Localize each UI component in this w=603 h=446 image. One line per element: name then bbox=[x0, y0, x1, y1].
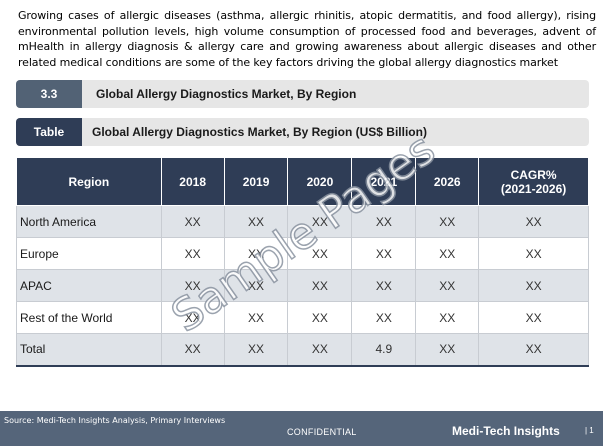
table-cell: XX bbox=[478, 205, 589, 238]
table-cell: XX bbox=[287, 237, 353, 270]
table-cell: XX bbox=[160, 333, 225, 367]
table-cell: XX bbox=[223, 301, 289, 334]
table-cell: XX bbox=[223, 333, 289, 367]
table-row: APAC XX XX XX XX XX XX bbox=[16, 269, 589, 302]
footer: Source: Medi-Tech Insights Analysis, Pri… bbox=[0, 411, 603, 446]
row-label: Total bbox=[16, 333, 162, 367]
footer-confidential: CONFIDENTIAL bbox=[287, 427, 357, 437]
footer-brand: Medi-Tech Insights bbox=[452, 424, 560, 438]
intro-paragraph: Growing cases of allergic diseases (asth… bbox=[18, 9, 596, 69]
row-label: North America bbox=[16, 205, 162, 238]
page-number: | 1 bbox=[585, 426, 594, 435]
table-row: Rest of the World XX XX XX XX XX XX bbox=[16, 301, 589, 334]
section-heading: 3.3 Global Allergy Diagnostics Market, B… bbox=[16, 80, 589, 108]
table-row: Europe XX XX XX XX XX XX bbox=[16, 237, 589, 270]
table-cell: XX bbox=[160, 205, 225, 238]
header-2020: 2020 bbox=[287, 157, 353, 206]
header-2019: 2019 bbox=[223, 157, 289, 206]
table-row: North America XX XX XX XX XX XX bbox=[16, 205, 589, 238]
table-cell: XX bbox=[415, 205, 480, 238]
table-cell: XX bbox=[223, 269, 289, 302]
table-cell: XX bbox=[478, 269, 589, 302]
table-cell: XX bbox=[223, 205, 289, 238]
section-number: 3.3 bbox=[16, 80, 82, 108]
table-cell: XX bbox=[415, 301, 480, 334]
table-cell: XX bbox=[478, 333, 589, 367]
table-cell: XX bbox=[478, 237, 589, 270]
table-cell: XX bbox=[351, 237, 417, 270]
row-label: Rest of the World bbox=[16, 301, 162, 334]
table-cell: XX bbox=[415, 237, 480, 270]
table-cell: XX bbox=[287, 205, 353, 238]
table-total-row: Total XX XX XX 4.9 XX XX bbox=[16, 333, 589, 367]
table-cell: XX bbox=[415, 333, 480, 367]
table-cell: XX bbox=[160, 301, 225, 334]
table-cell: 4.9 bbox=[351, 333, 417, 367]
footer-source: Source: Medi-Tech Insights Analysis, Pri… bbox=[4, 416, 226, 425]
table-cell: XX bbox=[287, 301, 353, 334]
table-header-row: Region 2018 2019 2020 2021 2026 CAGR% (2… bbox=[16, 157, 589, 206]
table-cell: XX bbox=[160, 269, 225, 302]
header-region: Region bbox=[16, 157, 162, 206]
row-label: APAC bbox=[16, 269, 162, 302]
table-cell: XX bbox=[160, 237, 225, 270]
header-2021: 2021 bbox=[351, 157, 417, 206]
table-heading: Table Global Allergy Diagnostics Market,… bbox=[16, 118, 589, 146]
table-cell: XX bbox=[351, 205, 417, 238]
table-title: Global Allergy Diagnostics Market, By Re… bbox=[92, 125, 427, 139]
table-cell: XX bbox=[478, 301, 589, 334]
table-cell: XX bbox=[415, 269, 480, 302]
table-cell: XX bbox=[351, 301, 417, 334]
header-2026: 2026 bbox=[415, 157, 480, 206]
section-title: Global Allergy Diagnostics Market, By Re… bbox=[96, 87, 357, 101]
header-2018: 2018 bbox=[160, 157, 225, 206]
table-cell: XX bbox=[223, 237, 289, 270]
table-tag: Table bbox=[16, 118, 82, 146]
header-cagr: CAGR% (2021-2026) bbox=[478, 157, 589, 206]
row-label: Europe bbox=[16, 237, 162, 270]
table-cell: XX bbox=[287, 333, 353, 367]
table-cell: XX bbox=[351, 269, 417, 302]
table-cell: XX bbox=[287, 269, 353, 302]
market-table: Region 2018 2019 2020 2021 2026 CAGR% (2… bbox=[16, 157, 589, 367]
